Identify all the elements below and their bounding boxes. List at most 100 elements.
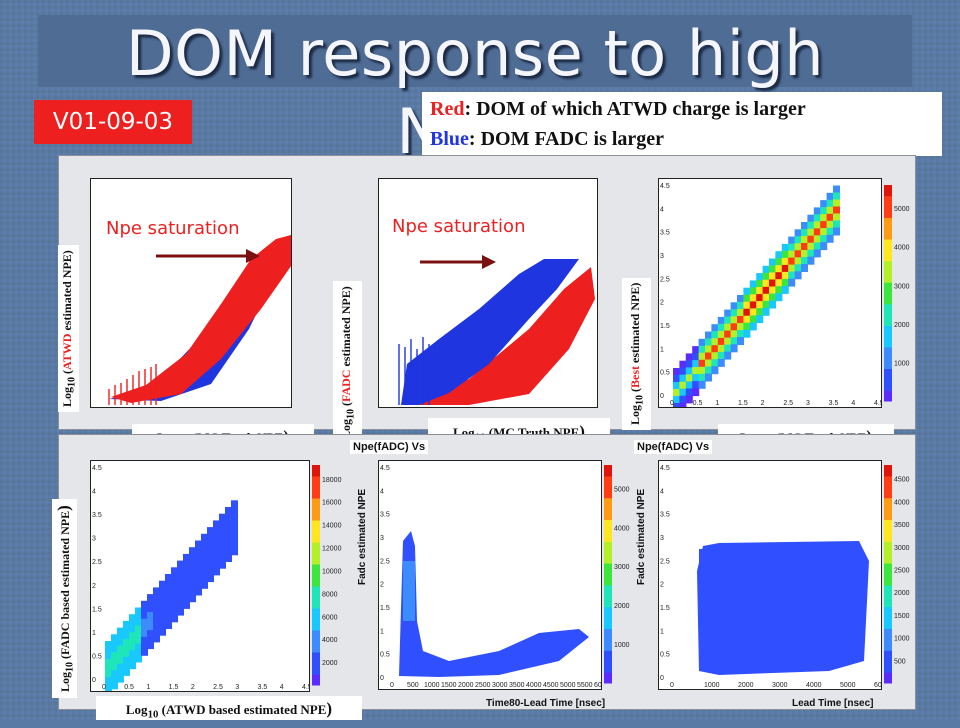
- colorbar-tick-label: 4000: [894, 499, 910, 506]
- heatmap-cell: [183, 571, 190, 579]
- heatmap-region: [697, 541, 869, 675]
- heatmap-cell: [171, 573, 178, 581]
- colorbar-segment: [884, 255, 892, 262]
- colorbar-tick-label: 2000: [322, 660, 338, 667]
- heatmap-cell: [833, 220, 840, 229]
- y-tick-label: 0.5: [380, 652, 390, 659]
- colorbar-segment: [604, 514, 612, 520]
- colorbar-segment: [604, 655, 612, 662]
- colorbar-tick-label: 18000: [322, 477, 342, 484]
- heatmap-cell: [213, 526, 220, 534]
- colorbar-segment: [312, 514, 320, 521]
- x-tick-label: 3.5: [829, 400, 839, 407]
- legend-red-line: Red: DOM of which ATWD charge is larger: [430, 98, 806, 121]
- heatmap-cell: [788, 236, 796, 245]
- colorbar-tick-label: 4000: [894, 245, 910, 252]
- heatmap-cell: [111, 676, 118, 684]
- heatmap-cell: [724, 316, 732, 325]
- colorbar-segment: [884, 271, 892, 278]
- colorbar-segment: [312, 657, 320, 664]
- heatmap-cell: [117, 645, 124, 653]
- heatmap-cell: [692, 346, 700, 355]
- heatmap-cell: [756, 308, 764, 317]
- colorbar-segment: [312, 564, 320, 570]
- colorbar-segment: [884, 595, 892, 602]
- heatmap-cell: [111, 658, 118, 666]
- heatmap-cell: [231, 524, 238, 532]
- colorbar-segment: [884, 590, 892, 597]
- x-tick-label: 2: [191, 684, 195, 691]
- colorbar-segment: [884, 563, 892, 570]
- heatmap-cell: [730, 323, 738, 332]
- x-tick-label: 0.5: [693, 400, 703, 407]
- atwd-red-series: [111, 231, 306, 403]
- colorbar-segment: [312, 679, 320, 686]
- heatmap-cell: [769, 258, 776, 267]
- heatmap-cell: [781, 278, 789, 287]
- legend-red-word: Red: [430, 98, 465, 120]
- heatmap-cell: [737, 323, 744, 331]
- plot-best-vs-truth: 0 0.5 1 1.5 2 2.5 3 3.5 4 4.5 0 0.5 1 1.5 2 2.5 3 3.5 4 4.5: [658, 178, 884, 418]
- heatmap-cell: [195, 588, 202, 596]
- heatmap-cell: [775, 251, 783, 260]
- heatmap-cell: [698, 366, 706, 375]
- colorbar-segment: [312, 569, 320, 576]
- heatmap-cell: [781, 271, 789, 280]
- heatmap-cell: [135, 655, 142, 663]
- x-tick-label: 1500: [441, 682, 457, 689]
- colorbar-tick-label: 500: [894, 658, 906, 665]
- heatmap-cell: [105, 665, 112, 672]
- heatmap-cell: [762, 293, 770, 302]
- heatmap-cell: [711, 345, 719, 354]
- y-tick-label: 4: [380, 488, 384, 495]
- colorbar-tick-label: 1000: [614, 642, 630, 649]
- colorbar-segment: [604, 623, 612, 629]
- heatmap-cell: [826, 192, 834, 201]
- colorbar-segment: [312, 663, 320, 669]
- heatmap-cell: [105, 683, 112, 690]
- x-tick-label: 6000: [874, 682, 881, 689]
- colorbar-segment: [884, 574, 892, 580]
- heatmap-cell: [171, 591, 178, 599]
- heatmap-cell: [794, 236, 802, 245]
- y-tick-label: 0: [92, 677, 96, 684]
- heatmap-cell: [699, 549, 705, 669]
- heatmap-cell: [201, 545, 208, 553]
- colorbar-segment: [884, 606, 892, 613]
- heatmap-cell: [207, 533, 214, 541]
- heatmap-cell: [129, 644, 136, 652]
- colorbar-segment: [884, 314, 892, 321]
- colorbar-tick-label: 2000: [894, 590, 910, 597]
- heatmap-cell: [147, 636, 154, 644]
- ylabel-leadtime: Fadc estimated NPE: [636, 488, 647, 585]
- heatmap-cell: [692, 360, 700, 369]
- heatmap-cell: [177, 584, 184, 592]
- heatmap-cell: [171, 597, 178, 605]
- colorbar-tick-label: 4000: [322, 637, 338, 644]
- heatmap-cell: [183, 565, 190, 573]
- y-tick-label: 4.5: [660, 465, 670, 472]
- heatmap-cell: [153, 617, 160, 625]
- y-tick-label: 4.5: [92, 465, 102, 472]
- heatmap-cell: [692, 381, 700, 390]
- y-tick-label: 4: [660, 488, 664, 495]
- heatmap-cell: [141, 618, 148, 626]
- colorbar-segment: [884, 650, 892, 657]
- heatmap-cell: [762, 286, 770, 295]
- heatmap-cell: [403, 561, 415, 621]
- x-tick-label: 4: [851, 400, 855, 407]
- heatmap-cell: [679, 360, 687, 369]
- heatmap-cell: [724, 337, 732, 346]
- colorbar-segment: [604, 519, 612, 526]
- heatmap-cell: [826, 220, 834, 229]
- heatmap-cell: [111, 634, 118, 642]
- heatmap-cell: [685, 367, 693, 376]
- heatmap-cell: [781, 250, 789, 259]
- colorbar-segment: [884, 233, 892, 240]
- heatmap-cell: [135, 613, 142, 621]
- colorbar-segment: [884, 492, 892, 499]
- heatmap-cell: [775, 265, 783, 274]
- heatmap-cell: [147, 594, 154, 602]
- colorbar-segment: [884, 541, 892, 548]
- heatmap-cell: [141, 648, 148, 656]
